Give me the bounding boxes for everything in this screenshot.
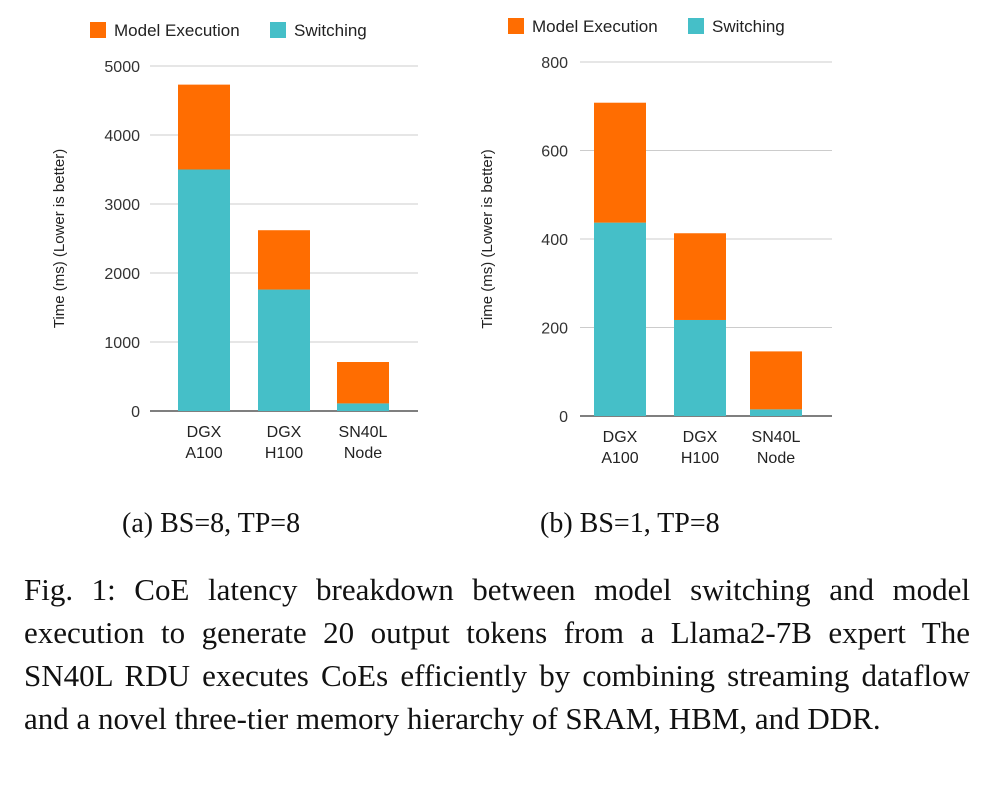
subcaption-b: (b) BS=1, TP=8 xyxy=(540,508,720,539)
legend-label: Switching xyxy=(712,17,785,36)
x-tick-label: H100 xyxy=(265,445,303,462)
bar-segment xyxy=(750,351,802,410)
x-tick-label: Node xyxy=(344,445,382,462)
y-tick-label: 0 xyxy=(131,404,140,421)
bar-segment xyxy=(178,169,230,411)
subcaption-a: (a) BS=8, TP=8 xyxy=(122,508,301,539)
y-axis-label: Time (ms) (Lower is better) xyxy=(479,149,496,328)
y-axis-label: Time (ms) (Lower is better) xyxy=(51,149,68,328)
x-tick-label: A100 xyxy=(185,445,222,462)
x-tick-label: A100 xyxy=(601,450,638,467)
x-tick-label: SN40L xyxy=(339,424,388,441)
legend-label: Model Execution xyxy=(114,21,240,40)
x-tick-label: DGX xyxy=(267,424,302,441)
y-tick-label: 3000 xyxy=(104,197,140,214)
legend-label: Model Execution xyxy=(532,17,658,36)
legend-label: Switching xyxy=(294,21,367,40)
x-tick-label: SN40L xyxy=(752,429,801,446)
chart-a: 0 1000 2000 3000 4000 5000 Time (ms) (Lower is… xyxy=(51,21,418,462)
y-tick-label: 2000 xyxy=(104,266,140,283)
y-tick-label: 0 xyxy=(559,409,568,426)
bar-segment xyxy=(674,319,726,416)
legend-swatch xyxy=(508,18,524,34)
legend-swatch xyxy=(90,22,106,38)
legend-swatch xyxy=(270,22,286,38)
y-tick-label: 600 xyxy=(541,144,568,161)
x-tick-label: H100 xyxy=(681,450,719,467)
bar-segment xyxy=(337,403,389,411)
y-tick-label: 4000 xyxy=(104,128,140,145)
bar-segment xyxy=(594,222,646,416)
bar-segment xyxy=(258,289,310,411)
bar-segment xyxy=(750,409,802,416)
y-tick-label: 200 xyxy=(541,321,568,338)
bar-segment xyxy=(258,230,310,290)
bar-segment xyxy=(337,362,389,404)
bar-segment xyxy=(594,102,646,223)
chart-b: 0 200 400 600 800 Time (ms) (Lower is better)… xyxy=(479,17,832,467)
figure-caption: Fig. 1: CoE latency breakdown between mo… xyxy=(24,572,970,736)
legend-swatch xyxy=(688,18,704,34)
x-tick-label: Node xyxy=(757,450,795,467)
x-tick-label: DGX xyxy=(683,429,718,446)
bar-segment xyxy=(674,233,726,320)
y-tick-label: 400 xyxy=(541,232,568,249)
y-tick-label: 800 xyxy=(541,55,568,72)
bar-segment xyxy=(178,84,230,170)
x-tick-label: DGX xyxy=(603,429,638,446)
y-tick-label: 1000 xyxy=(104,335,140,352)
y-tick-label: 5000 xyxy=(104,59,140,76)
x-tick-label: DGX xyxy=(187,424,222,441)
